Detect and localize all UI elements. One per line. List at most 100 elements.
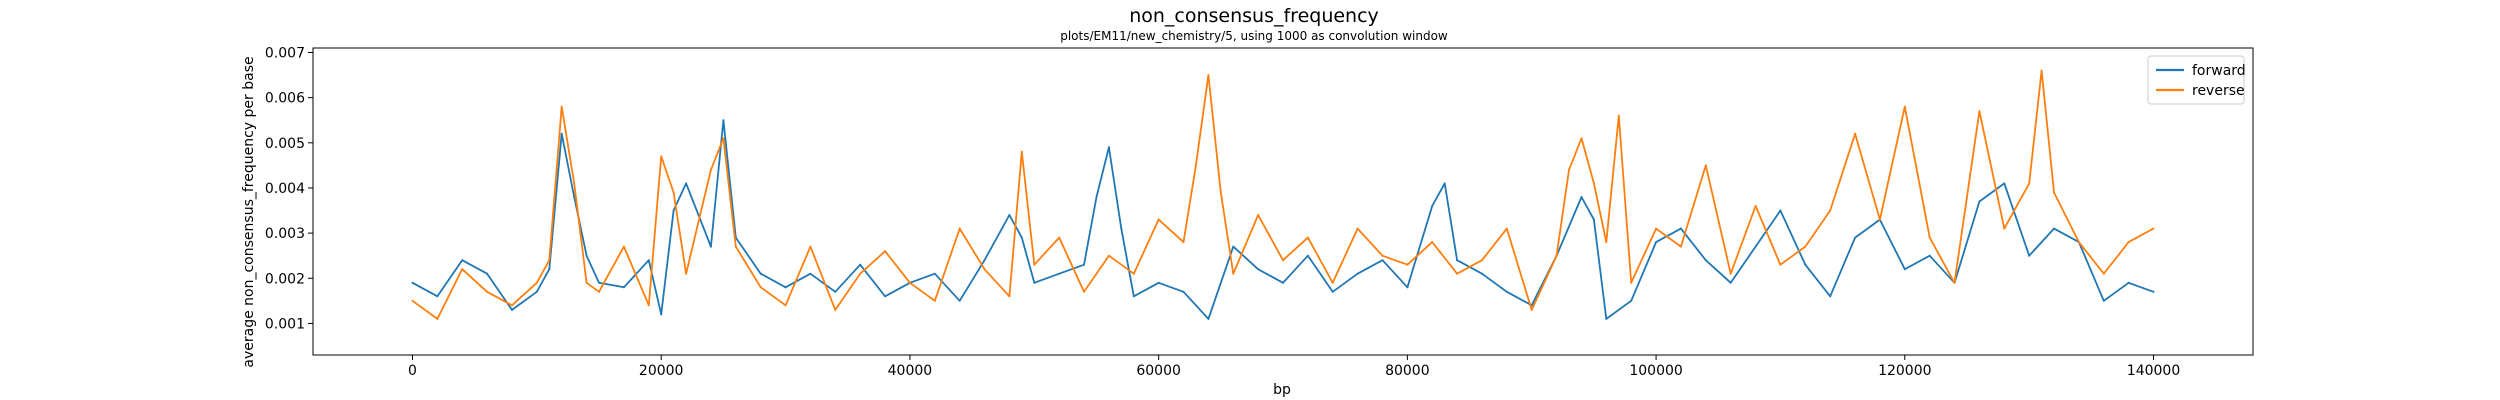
- data-point-forward: [685, 182, 688, 185]
- data-point-forward: [1630, 299, 1633, 302]
- data-point-forward: [1008, 214, 1011, 216]
- data-point-reverse: [1854, 132, 1857, 135]
- data-point-forward: [1356, 272, 1359, 275]
- data-point-reverse: [1978, 110, 1981, 113]
- data-point-reverse: [2102, 272, 2105, 275]
- chart-subtitle: plots/EM11/new_chemistry/5, using 1000 a…: [1060, 29, 1448, 43]
- data-point-reverse: [1592, 182, 1595, 185]
- data-point-forward: [1406, 286, 1409, 289]
- data-point-forward: [2102, 299, 2105, 302]
- data-point-reverse: [647, 304, 650, 307]
- data-point-forward: [647, 259, 650, 262]
- data-point-forward: [1306, 254, 1309, 257]
- data-point-reverse: [933, 299, 936, 302]
- data-point-forward: [1232, 245, 1235, 248]
- data-point-reverse: [548, 259, 551, 262]
- data-point-reverse: [511, 304, 513, 307]
- data-point-reverse: [1729, 272, 1732, 275]
- data-point-forward: [859, 263, 862, 266]
- data-point-forward: [1505, 290, 1508, 293]
- y-tick-label: 0.003: [265, 226, 305, 242]
- data-point-reverse: [1754, 205, 1757, 207]
- data-point-reverse: [1617, 114, 1620, 117]
- data-point-forward: [1443, 182, 1446, 185]
- data-point-forward: [622, 286, 625, 289]
- data-point-reverse: [1481, 259, 1483, 262]
- data-point-reverse: [908, 281, 911, 284]
- data-point-reverse: [1008, 295, 1011, 298]
- data-point-reverse: [1058, 236, 1061, 239]
- data-point-forward: [1804, 263, 1807, 266]
- x-tick-label: 0: [408, 363, 417, 379]
- data-point-forward: [784, 286, 787, 289]
- data-point-forward: [486, 272, 489, 275]
- data-point-forward: [834, 290, 837, 293]
- data-point-forward: [1592, 218, 1595, 221]
- data-point-reverse: [1431, 241, 1434, 244]
- data-point-reverse: [585, 281, 588, 284]
- data-point-reverse: [2053, 191, 2055, 194]
- data-point-forward: [1157, 281, 1160, 284]
- data-point-forward: [933, 272, 936, 275]
- data-point-reverse: [436, 317, 439, 320]
- data-point-reverse: [784, 304, 787, 307]
- data-point-reverse: [1878, 218, 1881, 221]
- data-point-reverse: [1804, 245, 1807, 248]
- data-point-forward: [1679, 227, 1682, 230]
- data-point-reverse: [685, 272, 688, 275]
- data-point-forward: [1120, 227, 1123, 230]
- data-point-forward: [1754, 245, 1757, 248]
- legend: forward reverse: [2147, 55, 2246, 105]
- data-point-forward: [2152, 290, 2155, 293]
- data-point-forward: [958, 299, 961, 302]
- data-point-reverse: [1257, 214, 1260, 216]
- data-point-forward: [2053, 227, 2055, 230]
- data-point-forward: [1033, 281, 1036, 284]
- data-point-reverse: [884, 250, 887, 253]
- data-point-forward: [1829, 295, 1832, 298]
- data-point-reverse: [1505, 227, 1508, 230]
- y-tick-label: 0.005: [265, 136, 305, 152]
- x-tick-label: 20000: [639, 363, 684, 379]
- data-point-reverse: [1630, 281, 1633, 284]
- data-point-forward: [1481, 272, 1483, 275]
- data-point-reverse: [709, 168, 712, 171]
- data-point-forward: [1095, 196, 1098, 198]
- data-point-reverse: [535, 281, 538, 284]
- data-point-reverse: [598, 290, 600, 293]
- data-point-reverse: [1580, 137, 1583, 140]
- data-point-reverse: [1381, 254, 1384, 257]
- data-point-forward: [1107, 146, 1110, 149]
- x-tick-label: 40000: [888, 363, 933, 379]
- data-point-forward: [1456, 259, 1459, 262]
- y-tick-label: 0.007: [265, 46, 305, 62]
- data-point-reverse: [809, 245, 812, 248]
- data-point-reverse: [2077, 241, 2080, 244]
- plot-background: [313, 48, 2253, 355]
- data-point-forward: [2003, 182, 2006, 185]
- y-tick-label: 0.002: [265, 271, 305, 287]
- data-point-forward: [511, 308, 513, 311]
- data-point-reverse: [573, 182, 576, 185]
- data-point-forward: [722, 119, 725, 122]
- data-point-reverse: [1207, 74, 1210, 77]
- data-point-forward: [1580, 196, 1583, 198]
- data-point-forward: [809, 272, 812, 275]
- data-point-forward: [660, 313, 663, 316]
- data-point-forward: [1083, 263, 1085, 266]
- data-point-forward: [884, 295, 887, 298]
- data-point-reverse: [1331, 281, 1334, 284]
- data-point-reverse: [1232, 272, 1235, 275]
- data-point-forward: [1854, 236, 1857, 239]
- data-point-reverse: [1829, 209, 1832, 212]
- data-point-forward: [709, 245, 712, 248]
- data-point-forward: [535, 290, 538, 293]
- series-layer: [411, 69, 2155, 320]
- data-point-reverse: [1157, 218, 1160, 221]
- data-point-forward: [598, 281, 600, 284]
- x-tick-label: 120000: [1878, 363, 1931, 379]
- data-point-forward: [1431, 205, 1434, 207]
- data-point-reverse: [622, 245, 625, 248]
- data-point-reverse: [1107, 254, 1110, 257]
